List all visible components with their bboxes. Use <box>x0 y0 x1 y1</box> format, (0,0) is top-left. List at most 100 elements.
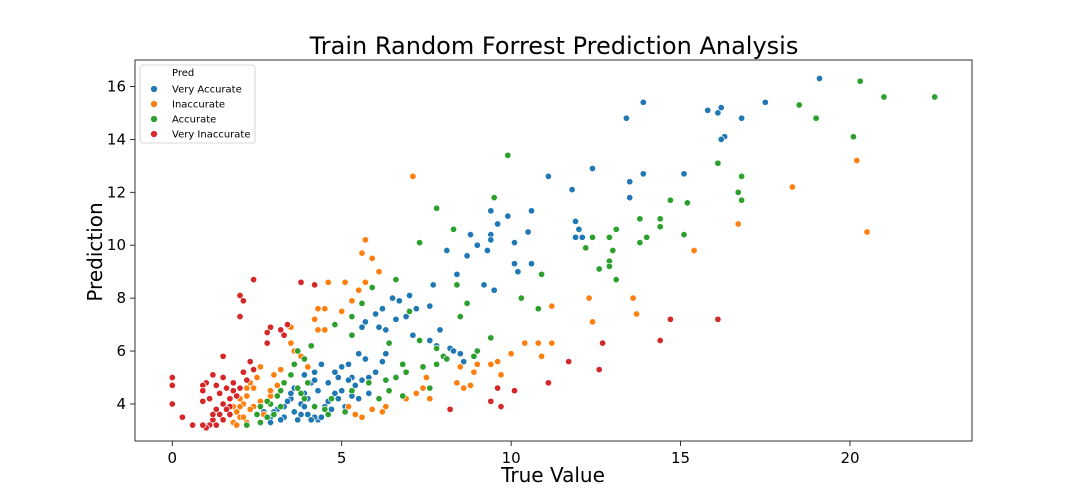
point-accurate <box>643 233 651 241</box>
legend-box <box>139 64 256 144</box>
point-inaccurate <box>460 384 468 392</box>
point-accurate <box>287 371 295 379</box>
point-inaccurate <box>246 405 254 413</box>
point-accurate <box>582 244 590 252</box>
point-accurate <box>416 239 424 247</box>
point-accurate <box>487 334 495 342</box>
point-very-accurate <box>717 135 725 143</box>
point-very-accurate <box>622 114 630 122</box>
x-axis-label: True Value <box>500 463 605 487</box>
point-very-inaccurate <box>209 371 217 379</box>
point-inaccurate <box>521 339 529 347</box>
point-accurate <box>734 188 742 196</box>
point-very-accurate <box>378 305 386 313</box>
point-accurate <box>331 321 339 329</box>
x-tick-label: 10 <box>502 449 521 467</box>
y-tick-label: 4 <box>116 395 126 413</box>
point-accurate <box>534 305 542 313</box>
point-inaccurate <box>358 413 366 421</box>
point-very-inaccurate <box>544 379 552 387</box>
point-accurate <box>636 239 644 247</box>
point-inaccurate <box>256 363 264 371</box>
point-very-inaccurate <box>219 416 227 424</box>
point-accurate <box>253 410 261 419</box>
point-accurate <box>304 379 312 387</box>
point-very-accurate <box>704 106 712 114</box>
point-inaccurate <box>304 363 312 371</box>
point-inaccurate <box>863 228 871 236</box>
y-axis-ticks: 4 6 8 10 12 14 16 <box>107 77 135 413</box>
point-very-accurate <box>494 220 502 228</box>
point-inaccurate <box>585 294 593 302</box>
point-accurate <box>443 355 451 363</box>
point-very-accurate <box>266 418 275 427</box>
point-accurate <box>595 265 603 273</box>
point-inaccurate <box>690 246 698 255</box>
point-inaccurate <box>419 384 427 392</box>
point-accurate <box>656 223 664 231</box>
point-very-accurate <box>395 297 403 305</box>
point-very-inaccurate <box>216 389 224 397</box>
point-very-accurate <box>405 291 414 300</box>
point-inaccurate <box>239 413 247 421</box>
point-very-accurate <box>480 281 488 289</box>
point-accurate <box>473 347 481 355</box>
point-very-inaccurate <box>178 413 186 421</box>
legend-label: Very Accurate <box>172 85 242 96</box>
point-very-inaccurate <box>250 366 258 374</box>
legend: Pred Very AccurateInaccurateAccurateVery… <box>139 64 256 144</box>
point-inaccurate <box>270 371 278 379</box>
point-inaccurate <box>321 305 329 313</box>
point-very-accurate <box>436 326 444 334</box>
point-very-accurate <box>571 233 580 241</box>
point-inaccurate <box>409 172 417 180</box>
point-very-inaccurate <box>263 339 271 347</box>
point-accurate <box>321 405 329 413</box>
point-accurate <box>419 363 427 371</box>
point-very-inaccurate <box>239 368 247 376</box>
point-accurate <box>714 159 722 167</box>
point-very-inaccurate <box>212 405 220 413</box>
point-very-inaccurate <box>263 328 271 337</box>
point-accurate <box>399 392 407 400</box>
legend-marker <box>150 100 158 108</box>
point-accurate <box>348 331 356 339</box>
point-very-inaccurate <box>199 387 207 395</box>
point-very-accurate <box>426 302 434 310</box>
point-inaccurate <box>375 268 383 276</box>
point-accurate <box>294 347 302 355</box>
point-very-accurate <box>527 207 536 215</box>
legend-label: Accurate <box>172 115 216 126</box>
point-inaccurate <box>422 373 430 382</box>
point-inaccurate <box>321 326 329 334</box>
point-accurate <box>738 172 746 180</box>
x-tick-label: 15 <box>671 449 690 467</box>
point-very-inaccurate <box>236 313 244 321</box>
point-inaccurate <box>243 384 251 392</box>
point-very-inaccurate <box>212 381 220 389</box>
point-very-accurate <box>639 98 647 106</box>
point-accurate <box>392 276 400 284</box>
point-accurate <box>385 339 393 347</box>
point-very-inaccurate <box>216 410 224 419</box>
point-very-accurate <box>317 360 325 368</box>
point-very-inaccurate <box>222 384 231 392</box>
point-accurate <box>405 307 414 315</box>
point-very-inaccurate <box>487 397 495 405</box>
point-accurate <box>433 204 441 212</box>
point-very-accurate <box>297 410 305 419</box>
point-accurate <box>517 294 525 302</box>
legend-marker <box>150 115 158 123</box>
point-inaccurate <box>314 305 322 313</box>
point-very-accurate <box>510 260 519 268</box>
plot-area: 0 5 10 15 20 4 6 8 10 12 14 16 <box>107 59 973 467</box>
point-accurate <box>297 389 305 397</box>
plot-frame <box>134 59 973 442</box>
point-very-accurate <box>361 318 369 326</box>
point-very-inaccurate <box>595 366 603 374</box>
point-accurate <box>402 368 410 376</box>
point-very-inaccurate <box>280 331 288 339</box>
point-very-accurate <box>487 236 495 244</box>
point-inaccurate <box>368 254 376 262</box>
x-axis-ticks: 0 5 10 15 20 <box>168 441 860 467</box>
